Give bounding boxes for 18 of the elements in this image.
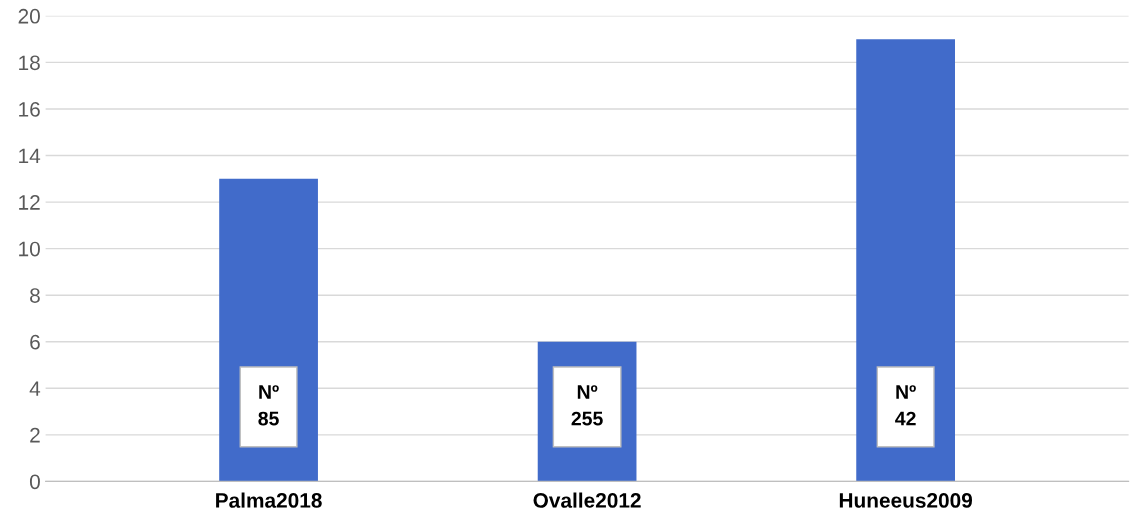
x-tick-label: Huneeus2009 — [839, 493, 973, 508]
y-tick-label: 4 — [29, 381, 41, 396]
y-tick-label: 14 — [19, 148, 41, 164]
y-tick-label: 20 — [18, 8, 40, 24]
y-tick-label: 6 — [30, 334, 40, 350]
y-tick-label: 8 — [30, 288, 40, 303]
y-tick-label: 12 — [19, 195, 40, 210]
annotation: Nº 85 — [258, 385, 279, 426]
annotation: Nº 255 — [571, 385, 603, 426]
y-tick-label: 16 — [19, 101, 40, 117]
bar — [856, 39, 955, 482]
y-tick-label: 10 — [19, 241, 40, 257]
x-tick-label: Ovalle2012 — [533, 492, 641, 508]
y-tick-label: 0 — [29, 474, 40, 490]
y-tick-label: 18 — [19, 55, 40, 71]
annotation: Nº 42 — [895, 385, 916, 426]
x-tick-label: Palma2018 — [216, 492, 322, 508]
y-tick-label: 2 — [30, 427, 40, 443]
